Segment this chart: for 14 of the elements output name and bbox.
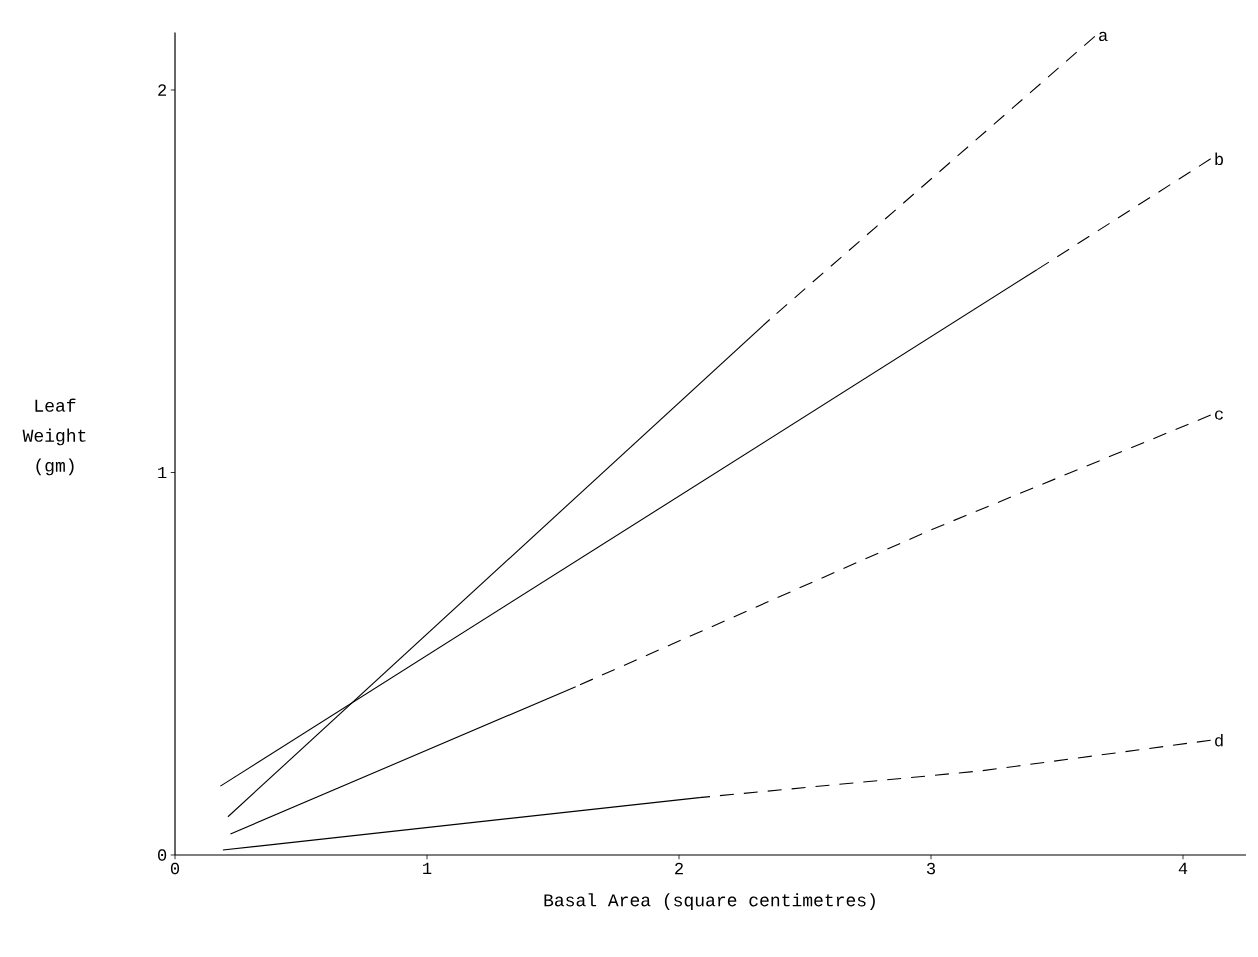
x-tick-label: 2 — [675, 862, 683, 875]
y-tick-label: 0 — [158, 849, 167, 861]
x-tick-label: 3 — [926, 862, 936, 875]
y-axis-title: Leaf Weight (gm) — [22, 398, 86, 476]
series-label: b — [1215, 152, 1223, 166]
series-label: a — [1099, 31, 1108, 42]
x-tick-label: 4 — [1178, 862, 1188, 874]
x-tick-label: 1 — [423, 862, 432, 874]
y-tick-label: 1 — [158, 466, 167, 479]
series-label: c — [1215, 410, 1223, 420]
x-tick-label: 0 — [170, 862, 180, 875]
series-label: d — [1215, 733, 1223, 747]
y-tick-label: 2 — [158, 84, 167, 96]
x-axis-title: Basal Area (square centimetres) — [544, 893, 875, 910]
